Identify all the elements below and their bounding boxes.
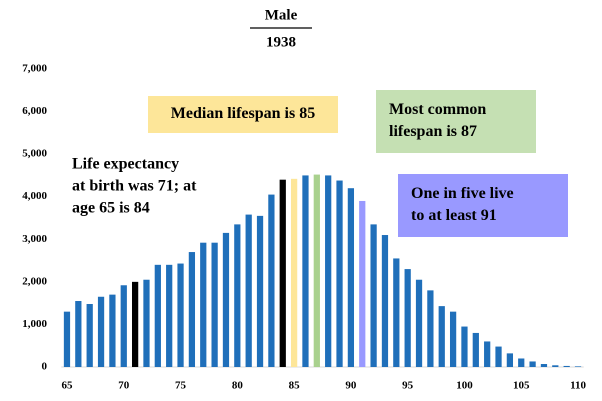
bar bbox=[574, 366, 582, 367]
bar bbox=[154, 264, 161, 367]
bar bbox=[472, 332, 479, 367]
annotation: Life expectancy bbox=[72, 156, 179, 173]
bar bbox=[97, 296, 105, 367]
annotation: to at least 91 bbox=[411, 207, 497, 224]
bar bbox=[381, 235, 389, 367]
x-tick-label: 80 bbox=[232, 380, 244, 392]
bar bbox=[200, 242, 207, 367]
bar bbox=[290, 178, 298, 367]
bar bbox=[461, 326, 468, 367]
annotation: One in five live bbox=[411, 185, 514, 202]
annotation: at birth was 71; at bbox=[72, 178, 197, 195]
chart-subtitle: 1938 bbox=[266, 34, 296, 50]
y-tick-label: 5,000 bbox=[22, 148, 47, 160]
annotation-box bbox=[148, 96, 338, 133]
x-tick-label: 95 bbox=[402, 380, 414, 392]
bar bbox=[563, 365, 570, 367]
bar bbox=[495, 346, 502, 367]
bar bbox=[529, 361, 536, 367]
y-tick-label: 6,000 bbox=[22, 105, 47, 117]
bar bbox=[438, 306, 445, 367]
bar bbox=[415, 279, 423, 367]
bar bbox=[143, 279, 150, 367]
bar bbox=[325, 175, 332, 367]
annotation: age 65 is 84 bbox=[72, 200, 150, 217]
x-tick-label: 110 bbox=[570, 380, 586, 392]
y-tick-label: 0 bbox=[42, 361, 48, 373]
x-tick-label: 70 bbox=[118, 380, 130, 392]
bar bbox=[347, 188, 355, 367]
y-tick-label: 1,000 bbox=[22, 318, 47, 330]
bar bbox=[518, 358, 525, 367]
x-tick-label: 65 bbox=[61, 380, 73, 392]
bar bbox=[302, 175, 309, 367]
bar bbox=[552, 365, 559, 367]
bar bbox=[370, 224, 377, 367]
bar bbox=[177, 263, 184, 367]
bar bbox=[109, 294, 116, 367]
y-tick-label: 7,000 bbox=[22, 63, 47, 75]
bar bbox=[234, 224, 241, 367]
x-tick-label: 75 bbox=[175, 380, 187, 392]
bar bbox=[336, 180, 343, 367]
bar bbox=[484, 341, 491, 367]
bar bbox=[404, 269, 411, 367]
annotation: lifespan is 87 bbox=[389, 123, 477, 140]
y-tick-label: 2,000 bbox=[22, 275, 47, 287]
bar bbox=[120, 285, 127, 367]
x-tick-label: 100 bbox=[456, 380, 473, 392]
x-tick-label: 90 bbox=[345, 380, 357, 392]
annotation-box bbox=[376, 90, 536, 153]
bar bbox=[188, 252, 196, 367]
bar bbox=[506, 353, 514, 367]
bar bbox=[166, 264, 173, 367]
x-tick-label: 85 bbox=[289, 380, 301, 392]
bar bbox=[211, 242, 218, 367]
bar bbox=[245, 214, 252, 367]
bar bbox=[131, 281, 139, 367]
x-tick-label: 105 bbox=[513, 380, 530, 392]
bar bbox=[86, 303, 93, 367]
bar bbox=[222, 232, 230, 367]
bar bbox=[393, 258, 400, 367]
chart-title: Male bbox=[265, 7, 298, 23]
bar bbox=[268, 194, 275, 367]
bar bbox=[540, 364, 548, 367]
bar bbox=[75, 301, 82, 367]
y-tick-label: 4,000 bbox=[22, 190, 47, 202]
bar bbox=[313, 174, 320, 367]
bar bbox=[63, 311, 71, 367]
bar bbox=[427, 290, 434, 367]
bar bbox=[256, 215, 264, 367]
y-tick-label: 3,000 bbox=[22, 233, 47, 245]
annotation-box bbox=[398, 174, 568, 237]
bar bbox=[279, 179, 286, 367]
bar bbox=[449, 311, 457, 367]
annotation: Median lifespan is 85 bbox=[171, 105, 315, 122]
bar bbox=[359, 200, 366, 367]
annotation: Most common bbox=[389, 101, 486, 118]
